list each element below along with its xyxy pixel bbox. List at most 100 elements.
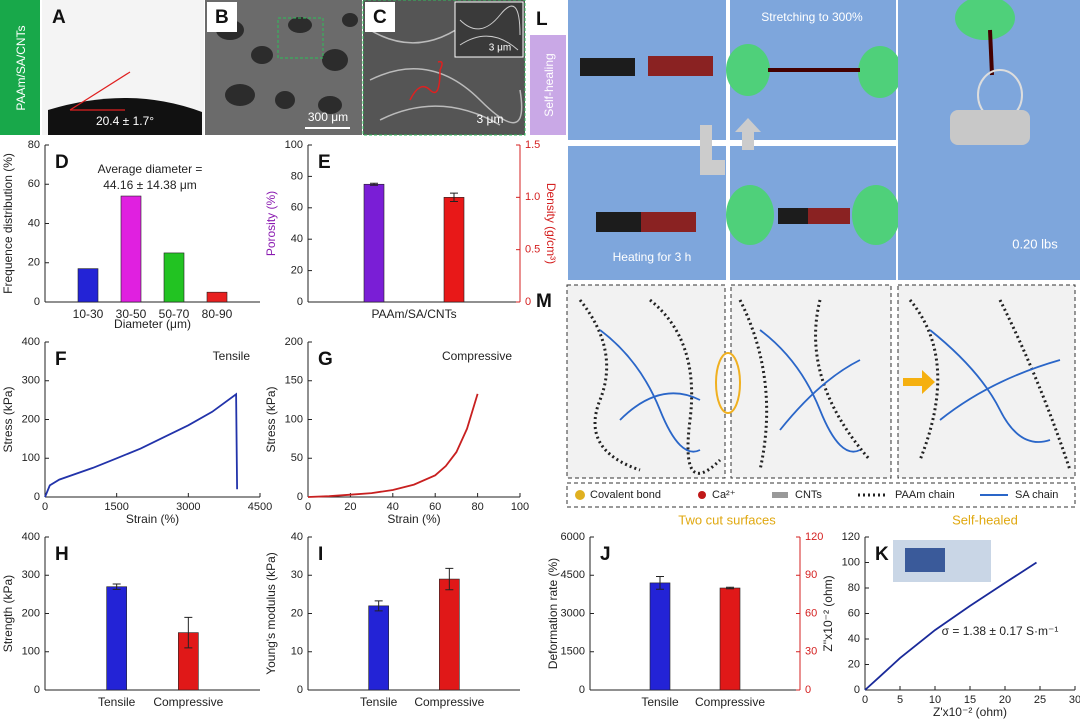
y-tick-label: 100 [22, 452, 40, 464]
y-axis-label: Strength (kPa) [1, 575, 15, 652]
y-tick-label: 4500 [561, 569, 585, 581]
y-tick-label: 3000 [561, 607, 585, 619]
x-tick-label: 4500 [248, 501, 272, 513]
arrow [700, 125, 725, 175]
y-tick-label: 100 [842, 556, 860, 568]
x-tick-label: 3000 [176, 501, 200, 513]
y2-tick-label: 0 [805, 684, 811, 696]
zoom-box [277, 17, 324, 59]
y-tick-label: 0 [34, 491, 40, 503]
x-tick-label: Tensile [98, 695, 136, 709]
side-badge [530, 35, 566, 135]
legend-label: PAAm chain [895, 489, 955, 501]
paam-chains [578, 298, 1072, 475]
x-tick-label: 50-70 [159, 307, 190, 321]
legend-label: Ca²⁺ [712, 489, 736, 501]
x-axis-label: Strain (%) [126, 512, 179, 526]
legend-box [566, 482, 1076, 508]
y-tick-label: 0 [297, 296, 303, 308]
bar [719, 587, 741, 691]
y-tick-label: 80 [28, 139, 40, 151]
panel-label: F [55, 349, 67, 370]
glove [852, 185, 900, 245]
x-tick-label: 15 [964, 694, 976, 706]
y-tick-label: 200 [285, 336, 303, 348]
y-axis-label: Young's modulus (kPa) [264, 552, 278, 675]
y-axis-label: Z''x10⁻² (ohm) [821, 575, 835, 651]
cut-marker [715, 352, 741, 414]
y-tick-label: 100 [285, 413, 303, 425]
y-tick-label: 20 [848, 658, 860, 670]
y-tick-label: 60 [28, 178, 40, 190]
y-tick-label: 1500 [561, 646, 585, 658]
y-tick-label: 100 [22, 646, 40, 658]
panel-label: M [536, 291, 552, 312]
photo-caption: Heating for 3 h [613, 250, 692, 264]
x-tick-label: 20 [344, 501, 356, 513]
label-bg [365, 2, 395, 32]
device [905, 548, 945, 572]
bar [163, 252, 185, 303]
gel-piece [808, 208, 850, 224]
y-tick-label: 200 [22, 607, 40, 619]
x-tick-label: 1500 [104, 501, 128, 513]
inset-image [454, 1, 524, 58]
y-tick-label: 40 [291, 233, 303, 245]
error-bar [726, 586, 734, 590]
scale-bar-label: 300 μm [308, 110, 348, 124]
x-tick-label: 0 [862, 694, 868, 706]
x-tick-label: 0 [305, 501, 311, 513]
gel-piece [580, 58, 635, 76]
y-tick-label: 150 [285, 375, 303, 387]
y-axis-label: Frequence distribution (%) [1, 153, 15, 294]
annotation: Compressive [442, 349, 512, 363]
y-tick-label: 200 [22, 413, 40, 425]
y-axis-label: Porosity (%) [264, 191, 278, 256]
x-tick-label: 100 [511, 501, 529, 513]
y-tick-label: 50 [291, 452, 303, 464]
x-tick-label: 10-30 [73, 307, 104, 321]
caption: Two cut surfaces [678, 512, 776, 527]
y-tick-label: 300 [22, 375, 40, 387]
droplet [48, 97, 202, 135]
error-bar [450, 192, 458, 203]
y-tick-label: 0 [854, 684, 860, 696]
photo-caption: 0.20 lbs [1012, 236, 1058, 251]
gel-strip [988, 29, 994, 76]
panel-label: G [318, 349, 333, 370]
panel-label: B [215, 7, 229, 28]
line [307, 393, 479, 498]
y-axis-label: Deformation rate (%) [546, 558, 560, 669]
arrow [735, 118, 761, 150]
x-tick-label: PAAm/SA/CNTs [371, 307, 456, 321]
x-tick-label: 25 [1034, 694, 1046, 706]
x-axis-label: Strain (%) [387, 512, 440, 526]
gel-piece [648, 56, 713, 76]
y-tick-label: 0 [34, 684, 40, 696]
y2-tick-label: 60 [805, 607, 817, 619]
y-tick-label: 80 [291, 170, 303, 182]
legend-label: Covalent bond [590, 489, 661, 501]
panel-label: D [55, 152, 69, 173]
annotation: Tensile [213, 349, 251, 363]
y2-axis-label: Density (g/cm³) [544, 183, 558, 264]
x-tick-label: 30 [1069, 694, 1080, 706]
weight [950, 110, 1030, 145]
y-tick-label: 0 [297, 684, 303, 696]
gel-piece [596, 212, 641, 232]
annotation: Average diameter = [98, 162, 203, 176]
sample-label: PAAm/SA/CNTs [14, 25, 28, 110]
error-bar [374, 600, 383, 612]
bar [649, 582, 671, 691]
y-tick-label: 20 [291, 265, 303, 277]
inset-scale: 3 μm [489, 43, 511, 54]
y-tick-label: 40 [28, 217, 40, 229]
x-axis-label: Diameter (μm) [114, 317, 191, 331]
photo-caption: Stretching to 300% [761, 10, 863, 24]
y-tick-label: 100 [285, 139, 303, 151]
y2-tick-label: 0 [525, 296, 531, 308]
bar [77, 268, 99, 303]
glove [726, 44, 770, 96]
y-tick-label: 30 [291, 569, 303, 581]
x-axis-label: Z'x10⁻² (ohm) [933, 705, 1007, 719]
